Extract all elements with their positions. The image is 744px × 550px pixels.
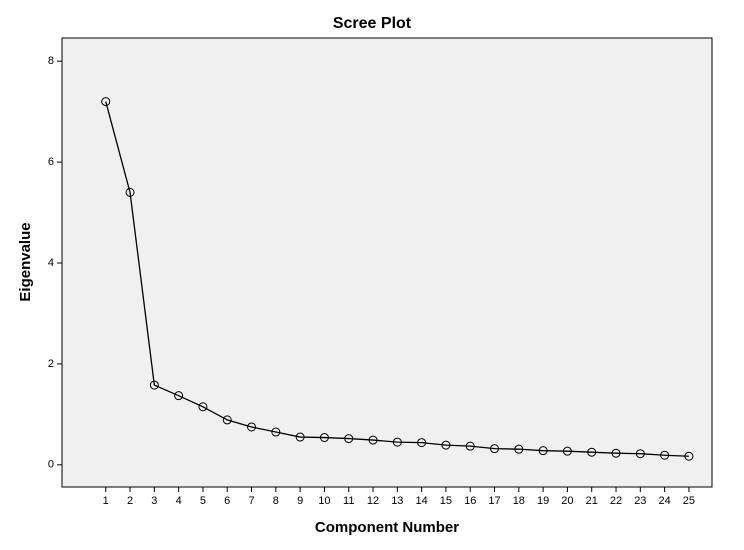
y-tick-label: 2 xyxy=(48,358,54,370)
point xyxy=(490,444,500,454)
point xyxy=(441,440,451,450)
point xyxy=(465,441,475,451)
x-tick-label: 2 xyxy=(127,495,133,507)
x-tick-label: 4 xyxy=(176,495,182,507)
point xyxy=(222,415,232,425)
point xyxy=(611,448,621,458)
x-tick-label: 24 xyxy=(658,495,670,507)
x-tick-label: 12 xyxy=(367,495,379,507)
plot-area xyxy=(61,37,713,488)
x-tick-label: 20 xyxy=(561,495,573,507)
point xyxy=(271,427,281,437)
x-tick-label: 23 xyxy=(634,495,646,507)
y-tick-label: 0 xyxy=(48,459,54,471)
point xyxy=(319,433,329,443)
x-axis-title: Component Number xyxy=(315,519,459,536)
point xyxy=(514,444,524,454)
x-tick-label: 5 xyxy=(200,495,206,507)
x-tick-label: 11 xyxy=(343,495,354,507)
x-tick-label: 9 xyxy=(297,495,303,507)
x-tick-label: 16 xyxy=(464,495,476,507)
y-tick-label: 8 xyxy=(48,55,54,67)
point xyxy=(247,422,257,432)
x-tick-label: 19 xyxy=(537,495,549,507)
point xyxy=(635,449,645,459)
point xyxy=(149,380,159,390)
y-tick-label: 6 xyxy=(48,156,54,168)
point xyxy=(562,446,572,456)
point xyxy=(198,402,208,412)
point xyxy=(684,451,694,461)
point xyxy=(174,391,184,401)
point xyxy=(660,450,670,460)
x-tick-label: 3 xyxy=(151,495,157,507)
y-axis-title: Eigenvalue xyxy=(17,222,34,301)
point xyxy=(295,432,305,442)
line xyxy=(105,101,689,457)
x-tick-label: 15 xyxy=(440,495,452,507)
x-tick-label: 14 xyxy=(416,495,428,507)
y-tick-label: 4 xyxy=(48,257,54,269)
x-tick-label: 6 xyxy=(224,495,230,507)
x-tick-label: 7 xyxy=(248,495,254,507)
x-tick-label: 22 xyxy=(610,495,622,507)
point xyxy=(101,97,111,107)
point xyxy=(587,447,597,457)
x-tick-label: 10 xyxy=(318,495,330,507)
x-tick-label: 25 xyxy=(683,495,695,507)
point xyxy=(368,435,378,445)
chart-title: Scree Plot xyxy=(333,15,412,32)
x-tick-label: 13 xyxy=(391,495,403,507)
x-tick-label: 21 xyxy=(586,495,598,507)
point xyxy=(392,437,402,447)
x-tick-label: 1 xyxy=(103,495,109,507)
x-tick-label: 18 xyxy=(513,495,525,507)
x-tick-label: 8 xyxy=(273,495,279,507)
point xyxy=(125,187,135,197)
point xyxy=(344,434,354,444)
point xyxy=(417,438,427,448)
x-tick-label: 17 xyxy=(488,495,500,507)
point xyxy=(538,446,548,456)
